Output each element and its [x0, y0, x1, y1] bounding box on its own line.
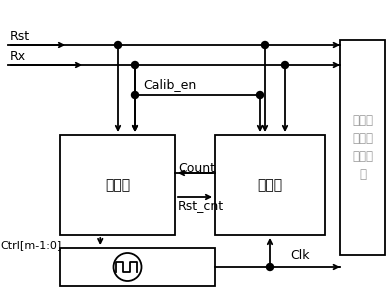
Circle shape — [267, 263, 274, 271]
Text: Rst_cnt: Rst_cnt — [178, 199, 224, 212]
Bar — [215, 135, 325, 235]
Text: Rst: Rst — [10, 30, 30, 43]
Circle shape — [131, 91, 138, 99]
Circle shape — [131, 62, 138, 68]
Text: Rx: Rx — [10, 50, 26, 63]
Bar — [60, 135, 175, 235]
Circle shape — [261, 41, 269, 49]
Circle shape — [256, 91, 263, 99]
Circle shape — [114, 253, 142, 281]
Text: Clk: Clk — [290, 249, 310, 262]
Text: Calib_en: Calib_en — [143, 78, 196, 91]
Text: 计数器: 计数器 — [258, 178, 283, 192]
Text: 标签基
带数字
处理电
路: 标签基 带数字 处理电 路 — [352, 114, 373, 181]
Text: Count: Count — [178, 162, 215, 175]
Bar — [60, 248, 215, 286]
Circle shape — [281, 62, 289, 68]
Bar — [340, 40, 385, 255]
Circle shape — [114, 41, 122, 49]
Text: Ctrl[m-1:0]: Ctrl[m-1:0] — [0, 240, 61, 250]
Text: 控制器: 控制器 — [105, 178, 130, 192]
